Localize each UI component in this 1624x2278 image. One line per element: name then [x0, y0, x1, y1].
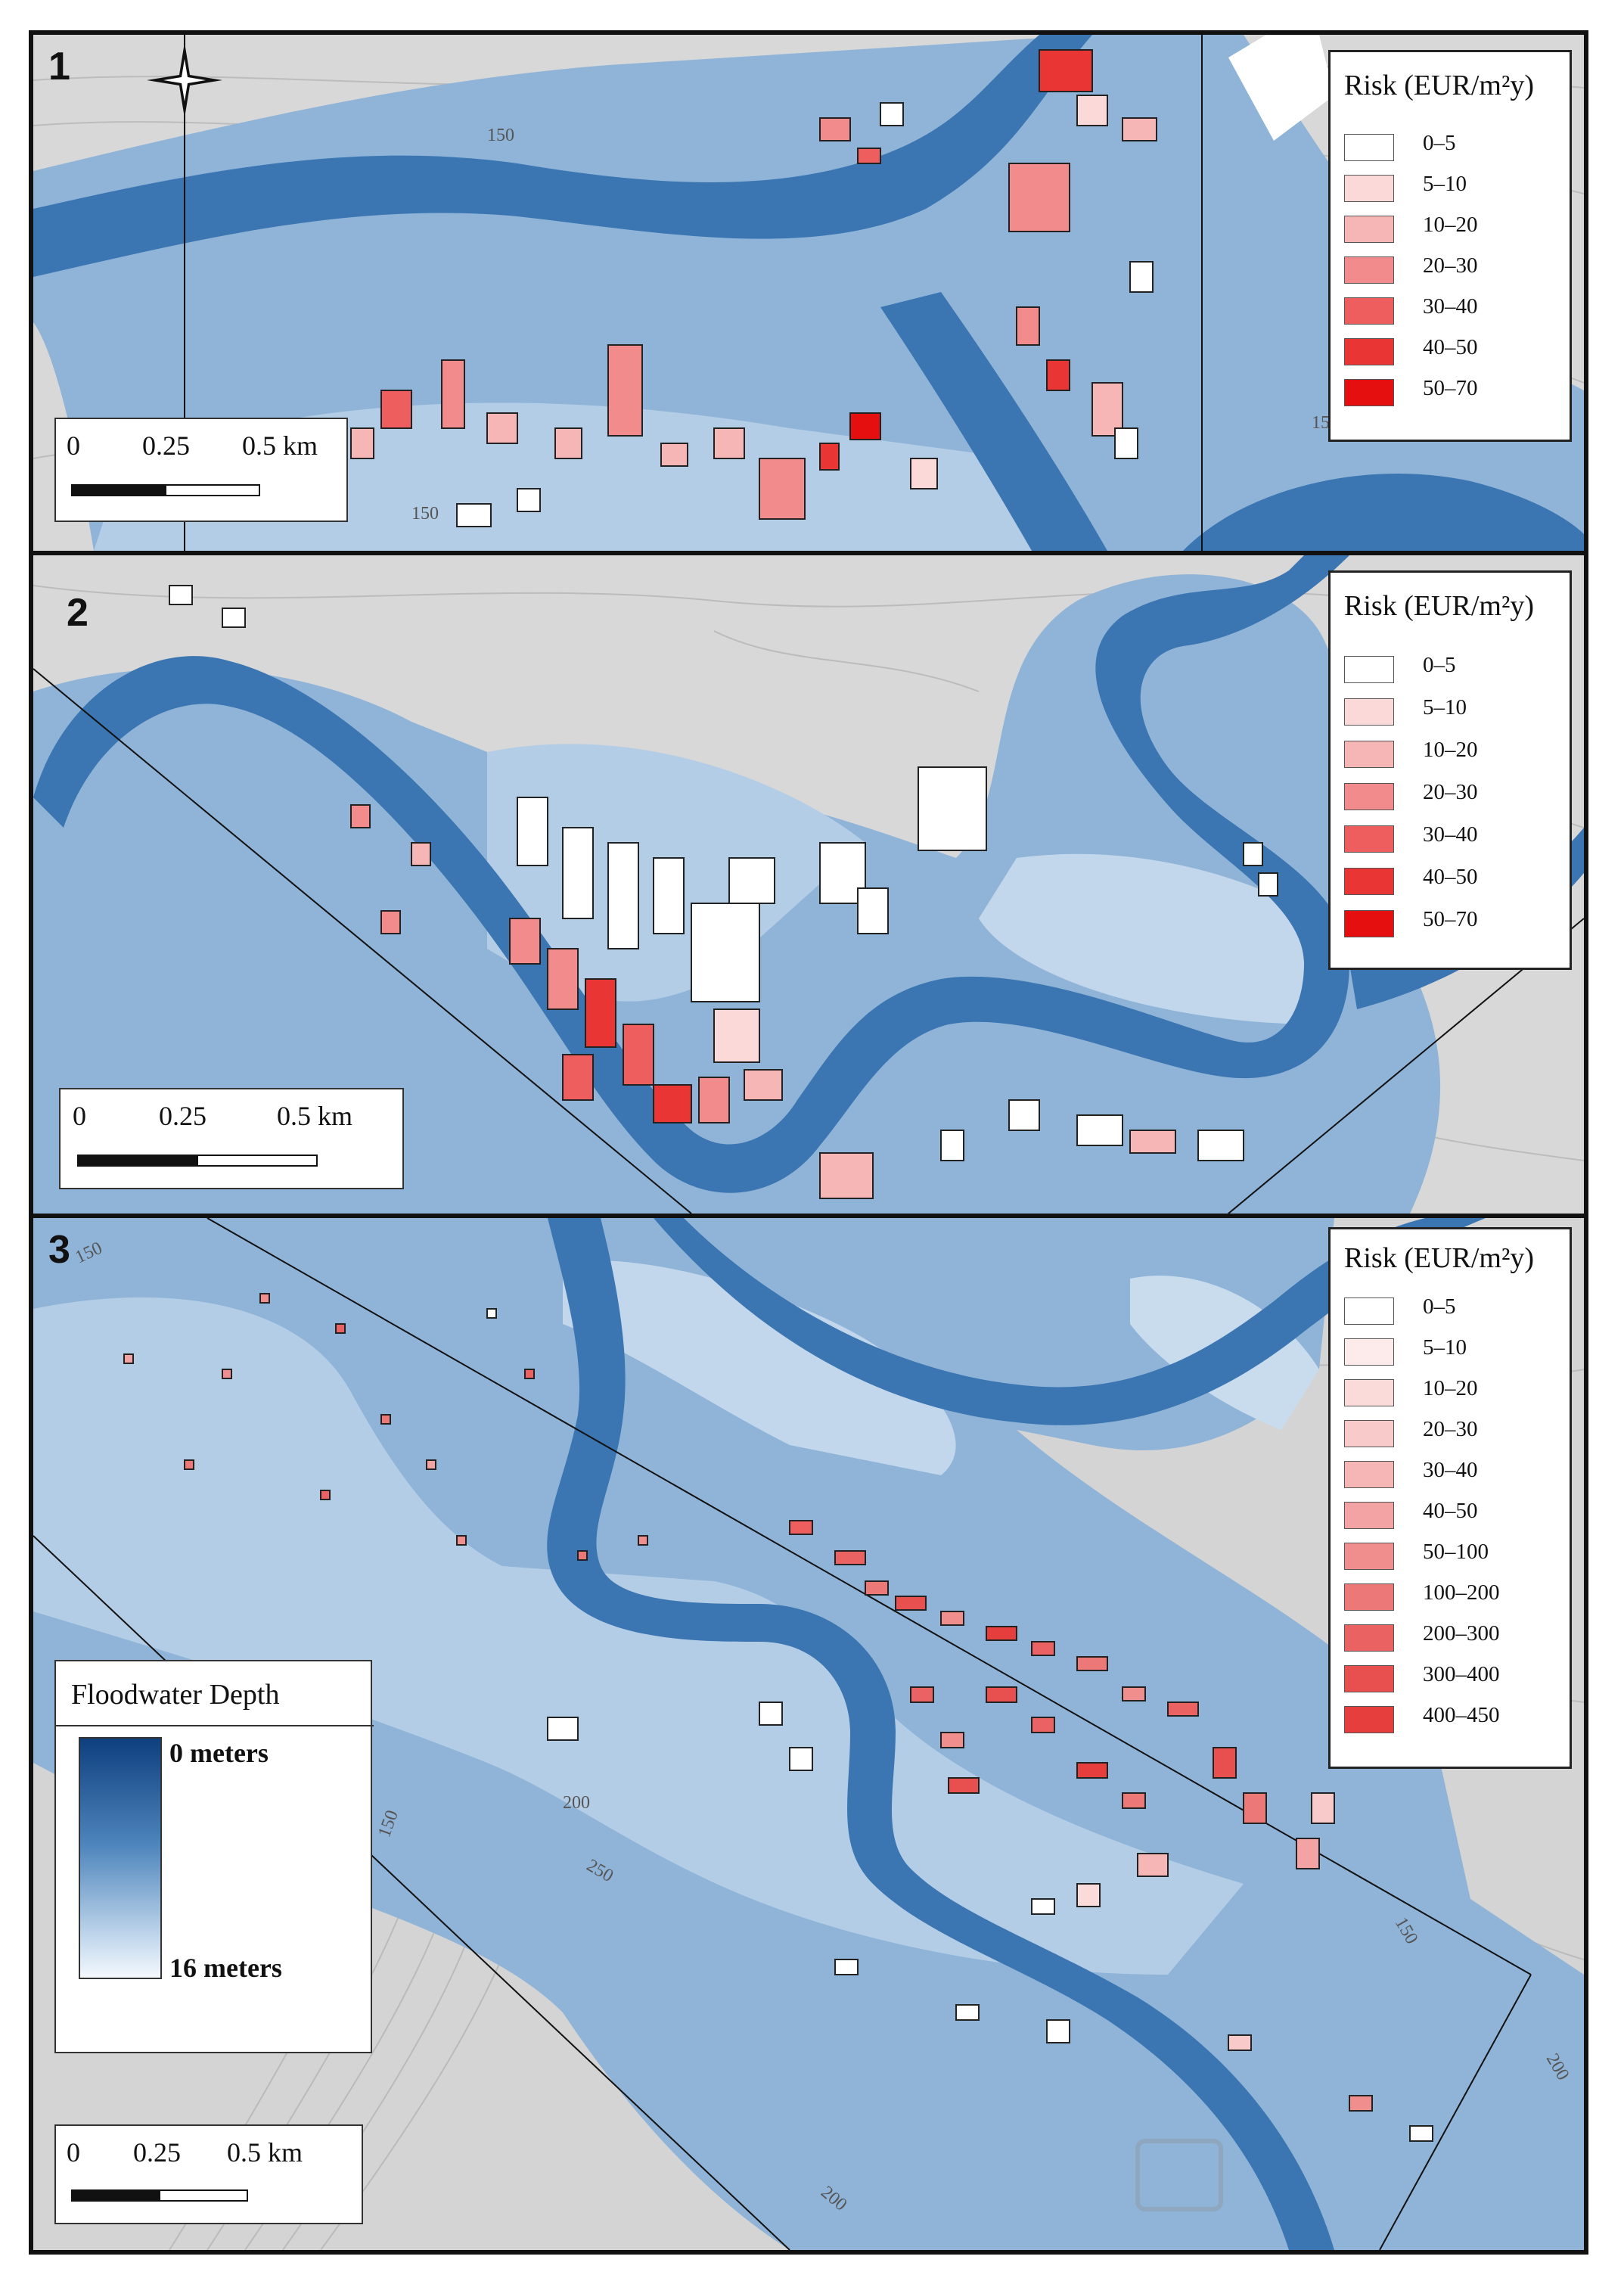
legend-range-label: 40–50 [1423, 335, 1478, 359]
legend-swatch [1344, 175, 1394, 202]
map-panel-3: 150 200 250 150 150 200 200 3 Risk (EUR/… [33, 1218, 1584, 2250]
scale-label-end: 0.5 km [277, 1101, 353, 1131]
scale-bar-white [165, 484, 260, 496]
legend-range-label: 20–30 [1423, 780, 1478, 804]
contour-label: 200 [563, 1793, 590, 1813]
legend-range-label: 20–30 [1423, 1417, 1478, 1441]
legend-range-label: 10–20 [1423, 1376, 1478, 1400]
legend-range-label: 400–450 [1423, 1703, 1500, 1727]
legend-range-label: 40–50 [1423, 865, 1478, 889]
scale-bar-box: 0 0.25 0.5 km [54, 418, 348, 522]
legend-swatch [1344, 379, 1394, 406]
depth-color-ramp [79, 1737, 162, 1979]
scale-label-end: 0.5 km [227, 2137, 303, 2168]
depth-top-label: 0 meters [169, 1738, 269, 1768]
legend-swatch [1344, 1297, 1394, 1325]
legend-range-label: 40–50 [1423, 1499, 1478, 1523]
legend-swatch [1344, 783, 1394, 810]
scale-bar-black [77, 1155, 198, 1167]
legend-range-label: 0–5 [1423, 131, 1456, 155]
legend-swatch [1344, 910, 1394, 937]
scale-label-0: 0 [67, 2137, 80, 2168]
scale-bar-white [159, 2189, 248, 2202]
legend-swatch [1344, 1420, 1394, 1447]
legend-swatch [1344, 134, 1394, 161]
legend-swatch [1344, 1665, 1394, 1692]
legend-range-label: 100–200 [1423, 1580, 1500, 1605]
legend-range-label: 50–70 [1423, 376, 1478, 400]
legend-swatch [1344, 741, 1394, 768]
legend-range-label: 5–10 [1423, 1335, 1467, 1360]
panel-2-basemap [33, 555, 1584, 1214]
scale-bar-black [71, 484, 166, 496]
map-panel-1: 150 150 150 1 Risk (EUR/m²y) 0–5 5–10 10… [33, 35, 1584, 551]
legend-swatch [1344, 1338, 1394, 1366]
scale-label-mid: 0.25 [133, 2137, 181, 2168]
scale-label-0: 0 [73, 1101, 86, 1131]
map-panel-2: 2 Risk (EUR/m²y) 0–5 5–10 10–20 20–30 30… [33, 555, 1584, 1214]
legend-swatch [1344, 1624, 1394, 1652]
depth-legend-title: Floodwater Depth [71, 1679, 280, 1711]
legend-range-label: 50–100 [1423, 1540, 1489, 1564]
panel-divider [33, 551, 1584, 555]
panel-number: 3 [48, 1228, 70, 1272]
contour-label: 150 [487, 126, 514, 145]
legend-title: Risk (EUR/m²y) [1344, 590, 1535, 622]
scale-label-mid: 0.25 [159, 1101, 206, 1131]
legend-range-label: 300–400 [1423, 1662, 1500, 1686]
legend-swatch [1344, 1543, 1394, 1570]
floodwater-depth-legend: Floodwater Depth 0 meters 16 meters [54, 1660, 374, 2053]
legend-range-label: 5–10 [1423, 172, 1467, 196]
legend-swatch [1344, 1379, 1394, 1406]
legend-range-label: 200–300 [1423, 1621, 1500, 1646]
legend-range-label: 30–40 [1423, 294, 1478, 319]
legend-swatch [1344, 1502, 1394, 1529]
legend-swatch [1344, 1461, 1394, 1488]
scale-bar-black [71, 2189, 160, 2202]
legend-swatch [1344, 256, 1394, 284]
panel-divider [33, 1214, 1584, 1218]
scale-label-end: 0.5 km [242, 430, 318, 461]
legend-swatch [1344, 698, 1394, 726]
scale-bar-box: 0 0.25 0.5 km [59, 1088, 404, 1189]
legend-range-label: 0–5 [1423, 653, 1456, 677]
contour-label: 150 [411, 504, 439, 524]
legend-range-label: 30–40 [1423, 822, 1478, 847]
legend-swatch [1344, 216, 1394, 243]
risk-legend: Risk (EUR/m²y) 0–5 5–10 10–20 20–30 30–4… [1328, 50, 1572, 442]
compass-rose-icon [147, 42, 222, 118]
scale-bar-white [197, 1155, 318, 1167]
legend-divider [56, 1725, 374, 1726]
scale-label-mid: 0.25 [142, 430, 190, 461]
legend-range-label: 0–5 [1423, 1294, 1456, 1319]
legend-range-label: 10–20 [1423, 213, 1478, 237]
legend-range-label: 5–10 [1423, 695, 1467, 719]
legend-range-label: 20–30 [1423, 253, 1478, 278]
legend-swatch [1344, 1706, 1394, 1733]
legend-swatch [1344, 656, 1394, 683]
legend-range-label: 50–70 [1423, 907, 1478, 931]
depth-bottom-label: 16 meters [169, 1953, 282, 1983]
scale-bar-box: 0 0.25 0.5 km [54, 2124, 363, 2224]
panel-number: 2 [67, 591, 88, 635]
scale-label-0: 0 [67, 430, 80, 461]
legend-range-label: 30–40 [1423, 1458, 1478, 1482]
legend-swatch [1344, 1583, 1394, 1611]
legend-title: Risk (EUR/m²y) [1344, 1242, 1535, 1274]
panel-number: 1 [48, 45, 70, 89]
legend-range-label: 10–20 [1423, 738, 1478, 762]
legend-swatch [1344, 297, 1394, 325]
risk-legend: Risk (EUR/m²y) 0–5 5–10 10–20 20–30 30–4… [1328, 570, 1572, 970]
legend-swatch [1344, 825, 1394, 853]
legend-title: Risk (EUR/m²y) [1344, 70, 1535, 101]
legend-swatch [1344, 338, 1394, 365]
risk-legend: Risk (EUR/m²y) 0–5 5–10 10–20 20–30 30–4… [1328, 1227, 1572, 1769]
legend-swatch [1344, 868, 1394, 895]
